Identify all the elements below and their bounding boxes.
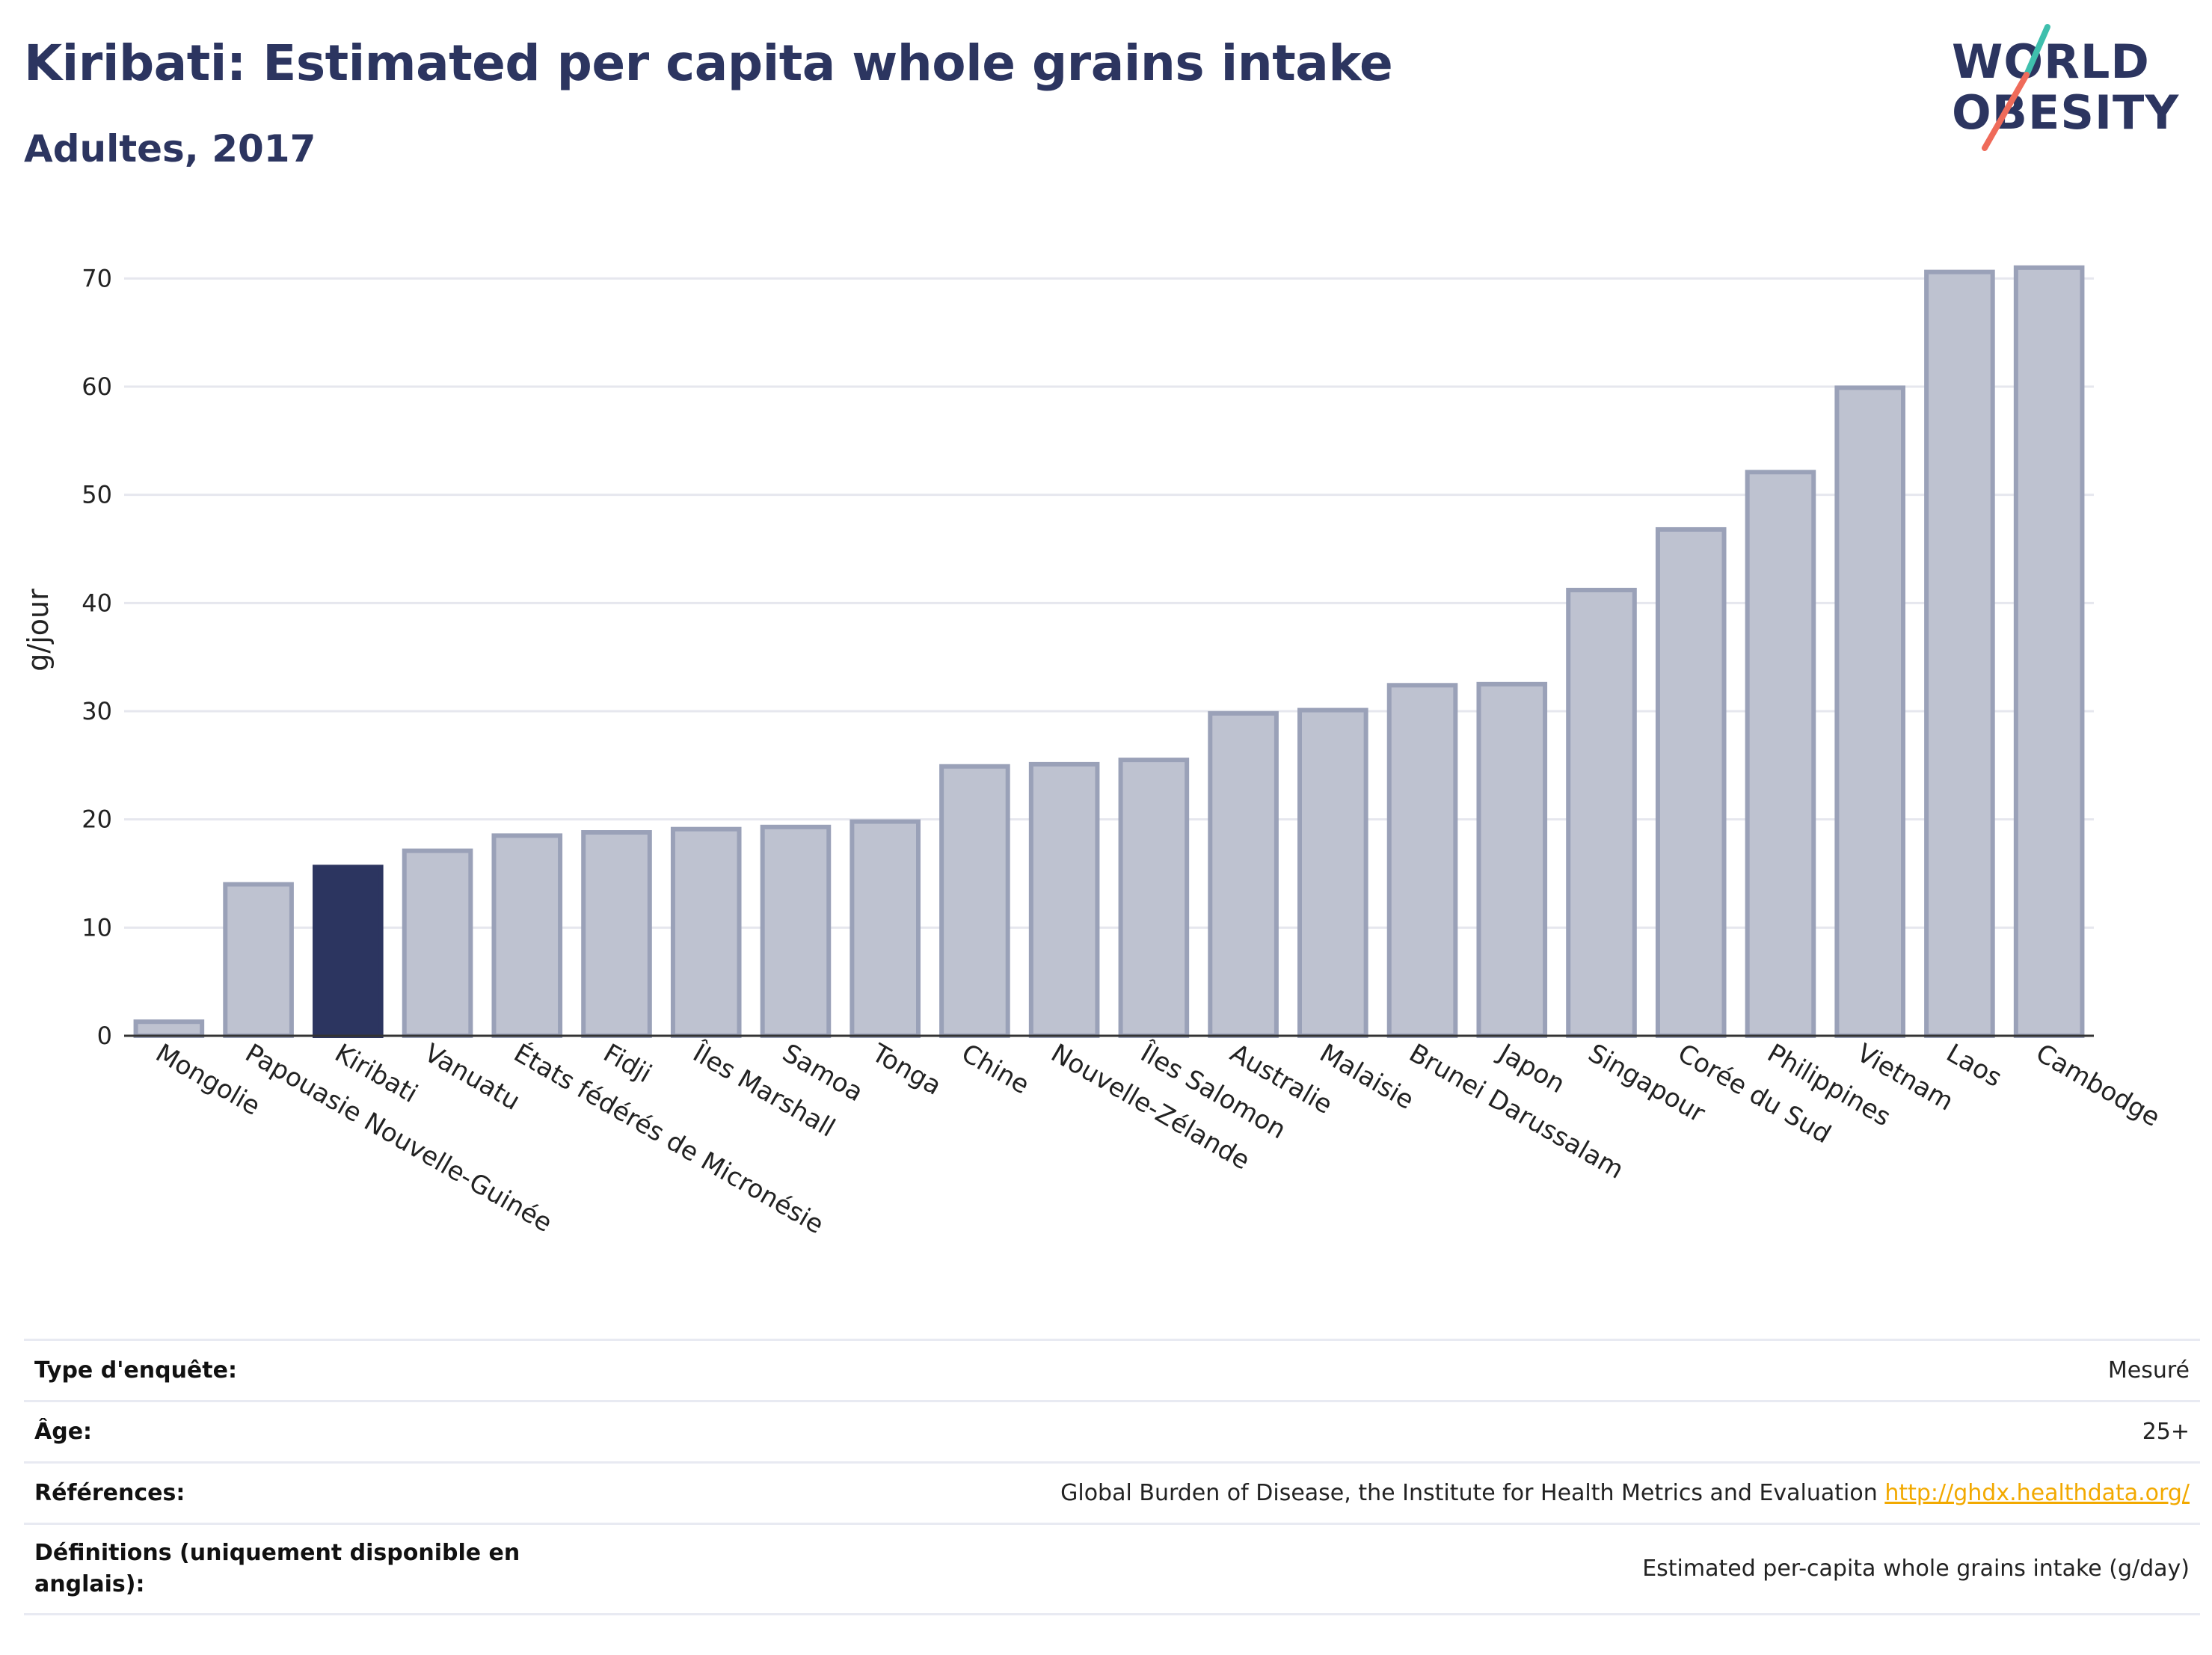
bar (402, 848, 473, 1038)
meta-key-age: Âge: (34, 1418, 93, 1445)
y-tick-label: 60 (82, 372, 112, 401)
x-category-label: Papouasie Nouvelle-Guinée (240, 1038, 557, 1238)
bar (1476, 681, 1548, 1038)
y-tick-label: 70 (82, 264, 112, 292)
chart-title: Kiribati: Estimated per capita whole gra… (24, 34, 1393, 92)
reference-link[interactable]: http://ghdx.healthdata.org/ (1884, 1479, 2190, 1506)
bar (1208, 710, 1279, 1038)
bar (223, 882, 294, 1039)
bar (1745, 470, 1816, 1038)
bar (1655, 526, 1727, 1038)
meta-row-age: Âge: 25+ (24, 1400, 2200, 1461)
y-tick-label: 20 (82, 805, 112, 834)
meta-value-survey-type: Mesuré (2107, 1357, 2190, 1384)
bar (760, 824, 832, 1038)
bar (581, 830, 652, 1038)
meta-value-age: 25+ (2142, 1418, 2190, 1445)
bar (2013, 265, 2085, 1038)
y-tick-label: 10 (82, 913, 112, 942)
y-tick-label: 40 (82, 589, 112, 617)
logo-slash-icon (1982, 24, 2050, 151)
meta-key-references: Références: (34, 1479, 185, 1506)
bar (670, 826, 742, 1038)
reference-text: Global Burden of Disease, the Institute … (1060, 1479, 1878, 1506)
meta-value-definitions: Estimated per-capita whole grains intake… (1642, 1556, 2190, 1582)
bar (1028, 761, 1100, 1038)
metadata-table: Type d'enquête: Mesuré Âge: 25+ Référenc… (24, 1339, 2200, 1615)
bar (939, 764, 1010, 1039)
meta-key-definitions: Définitions (uniquement disponible en an… (34, 1540, 520, 1597)
bar (1386, 683, 1458, 1039)
world-obesity-logo: WORLD OBESITY (1952, 22, 2199, 157)
meta-key-survey-type: Type d'enquête: (34, 1357, 237, 1384)
meta-row-definitions: Définitions (uniquement disponible en an… (24, 1523, 2200, 1615)
x-category-label: Cambodge (2031, 1038, 2165, 1133)
bar (491, 833, 563, 1038)
x-category-label: Laos (1941, 1038, 2007, 1093)
y-axis-title: g/jour (22, 589, 55, 672)
chart-subtitle: Adultes, 2017 (24, 127, 316, 171)
bar (313, 865, 384, 1038)
x-category-label: Chine (956, 1038, 1034, 1100)
bar (1118, 758, 1190, 1038)
logo-text-obesity: OBESITY (1952, 85, 2180, 140)
x-category-label: Fidji (598, 1038, 657, 1089)
meta-value-references: Global Burden of Disease, the Institute … (1060, 1478, 2190, 1509)
meta-row-survey-type: Type d'enquête: Mesuré (24, 1339, 2200, 1400)
y-tick-label: 0 (97, 1022, 112, 1050)
x-category-label: États fédérés de Micronésie (509, 1037, 829, 1240)
bar (1566, 587, 1637, 1038)
x-category-label: Corée du Sud (1673, 1038, 1836, 1149)
logo-text-world: WORLD (1952, 34, 2150, 89)
x-category-label: Vanuatu (420, 1038, 525, 1117)
bar (1297, 707, 1368, 1038)
bar (1924, 269, 1995, 1039)
bar (850, 819, 921, 1038)
y-tick-label: 30 (82, 697, 112, 725)
meta-row-references: Références: Global Burden of Disease, th… (24, 1461, 2200, 1523)
y-tick-label: 50 (82, 481, 112, 509)
bar (1834, 385, 1905, 1039)
bar (133, 1019, 205, 1039)
x-category-label: Tonga (866, 1038, 946, 1102)
